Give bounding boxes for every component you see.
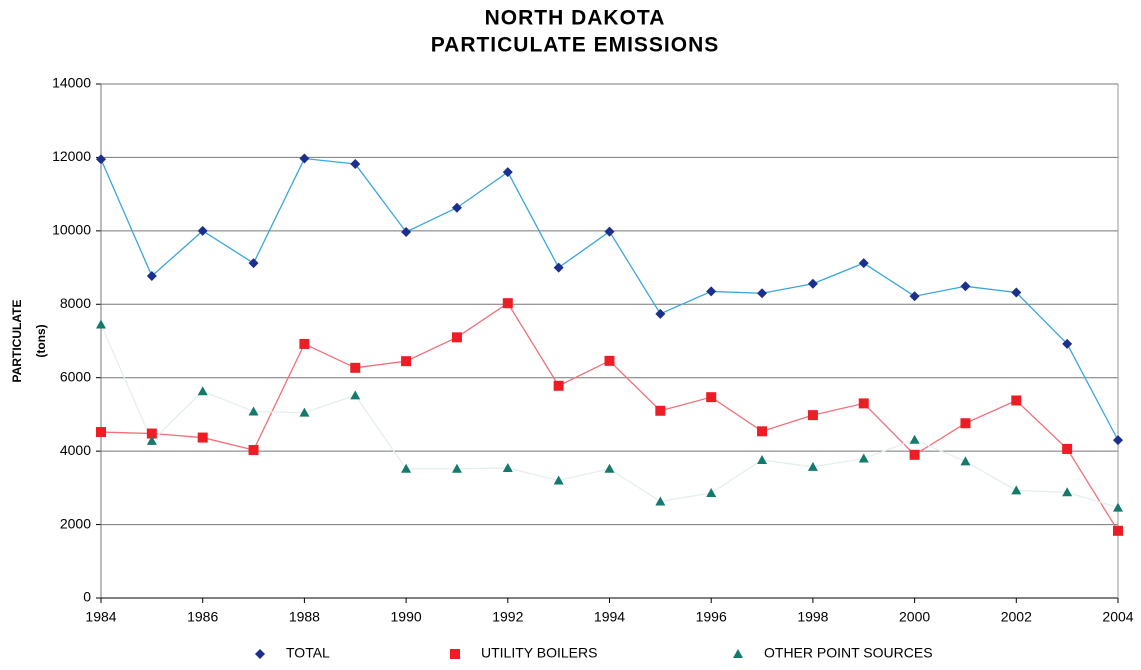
legend-label: TOTAL xyxy=(286,645,330,661)
legend-label: UTILITY BOILERS xyxy=(481,645,597,661)
data-point xyxy=(909,434,920,444)
data-point xyxy=(909,291,920,302)
y-tick-label: 4000 xyxy=(60,442,91,458)
data-point xyxy=(858,453,869,463)
data-point xyxy=(350,362,361,373)
series-line xyxy=(100,324,1119,509)
data-point xyxy=(96,427,106,438)
data-point xyxy=(1113,525,1123,536)
series-line xyxy=(100,302,1119,532)
data-point xyxy=(401,226,412,237)
data-point xyxy=(757,426,768,437)
data-point xyxy=(604,355,615,366)
data-point xyxy=(807,410,818,421)
data-point xyxy=(757,454,768,464)
data-point xyxy=(1011,287,1022,298)
x-tick-label: 2002 xyxy=(1001,609,1032,625)
data-point xyxy=(146,271,157,282)
data-point xyxy=(248,406,259,416)
y-tick-label: 6000 xyxy=(60,368,91,384)
y-axis-label: (tons) xyxy=(34,324,48,357)
data-point xyxy=(1062,487,1073,497)
data-point xyxy=(1113,502,1123,512)
data-point xyxy=(858,258,869,269)
data-point xyxy=(401,463,412,473)
data-point xyxy=(248,258,259,269)
data-point xyxy=(248,445,259,456)
legend-marker xyxy=(450,649,460,659)
y-axis-label: PARTICULATE xyxy=(10,300,24,383)
data-point xyxy=(604,463,615,473)
data-point xyxy=(299,338,310,349)
data-point xyxy=(1011,485,1022,495)
data-point xyxy=(553,380,564,391)
legend-label: OTHER POINT SOURCES xyxy=(764,645,933,661)
data-point xyxy=(197,386,208,396)
data-point xyxy=(299,407,310,417)
data-point xyxy=(757,288,768,299)
y-tick-label: 14000 xyxy=(52,75,91,91)
data-point xyxy=(706,286,717,297)
data-point xyxy=(502,463,513,473)
data-point xyxy=(807,461,818,471)
data-point xyxy=(655,405,666,416)
x-tick-label: 1988 xyxy=(289,609,320,625)
data-point xyxy=(401,356,412,367)
data-point xyxy=(1011,395,1022,406)
y-tick-label: 10000 xyxy=(52,222,91,238)
data-point xyxy=(451,332,462,343)
x-tick-label: 1990 xyxy=(391,609,422,625)
chart-title: PARTICULATE EMISSIONS xyxy=(431,34,720,57)
legend-marker xyxy=(733,649,743,658)
data-point xyxy=(553,475,564,485)
y-tick-label: 2000 xyxy=(60,515,91,531)
y-axis-label: PARTICULATE (tons) xyxy=(10,300,48,383)
data-point xyxy=(146,428,157,439)
x-tick-label: 2000 xyxy=(899,609,930,625)
x-tick-label: 1984 xyxy=(85,609,116,625)
x-tick-label: 1998 xyxy=(797,609,828,625)
data-point xyxy=(146,435,157,445)
data-point xyxy=(1062,338,1073,349)
data-point xyxy=(655,308,666,319)
data-point xyxy=(96,319,106,329)
data-point xyxy=(96,154,106,165)
data-point xyxy=(604,226,615,237)
data-point xyxy=(451,463,462,473)
data-point xyxy=(960,418,971,429)
data-point xyxy=(197,432,208,443)
y-tick-label: 8000 xyxy=(60,295,91,311)
data-point xyxy=(858,398,869,409)
data-point xyxy=(960,456,971,466)
data-point xyxy=(197,225,208,236)
x-tick-label: 1996 xyxy=(696,609,727,625)
y-tick-label: 12000 xyxy=(52,148,91,164)
data-point xyxy=(553,262,564,273)
data-point xyxy=(451,202,462,213)
data-point xyxy=(807,278,818,289)
x-tick-label: 1986 xyxy=(187,609,218,625)
x-tick-label: 1994 xyxy=(594,609,625,625)
data-point xyxy=(502,298,513,309)
data-point xyxy=(655,496,666,506)
data-point xyxy=(350,159,361,170)
data-point xyxy=(502,167,513,178)
data-point xyxy=(299,153,310,164)
y-tick-label: 0 xyxy=(83,589,91,605)
chart-title: NORTH DAKOTA xyxy=(485,7,666,30)
x-tick-label: 1992 xyxy=(492,609,523,625)
legend-marker xyxy=(255,649,265,659)
x-tick-label: 2004 xyxy=(1102,609,1133,625)
data-point xyxy=(706,487,717,497)
data-point xyxy=(350,390,361,400)
data-point xyxy=(909,449,920,460)
series-line xyxy=(100,157,1119,441)
data-point xyxy=(960,281,971,292)
data-point xyxy=(1062,443,1073,454)
data-point xyxy=(706,392,717,403)
data-point xyxy=(1113,435,1123,446)
